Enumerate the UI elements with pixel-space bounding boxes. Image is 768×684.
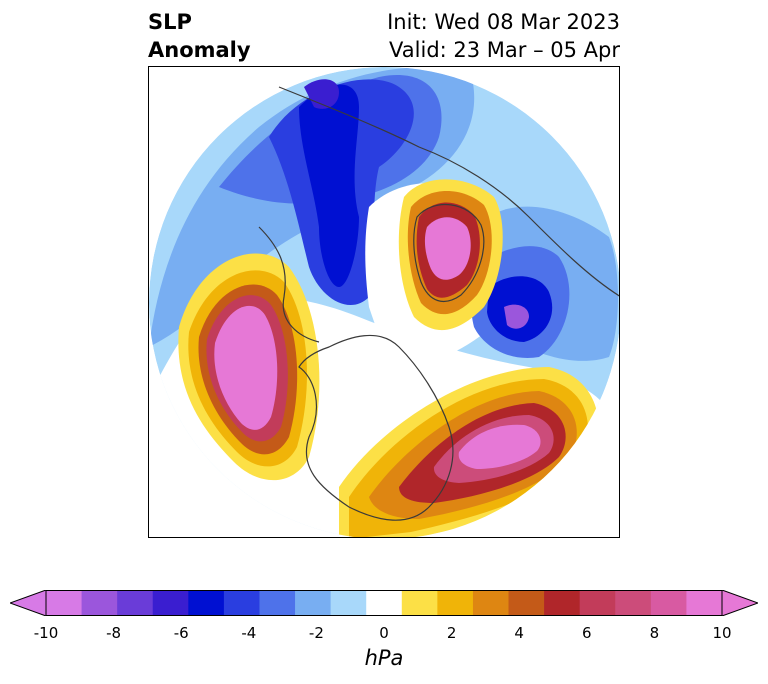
anomaly-map (148, 66, 620, 538)
colorbar-tick-label: -6 (173, 624, 189, 642)
colorbar-tick-label: -10 (33, 624, 59, 642)
title-line-2: Anomaly (148, 38, 251, 62)
red-high-greenland-core (424, 217, 471, 280)
title-line-1: SLP (148, 10, 192, 34)
coastline-greenland (413, 203, 485, 303)
colorbar-tick-label: -4 (241, 624, 257, 642)
colorbar-segment (117, 590, 154, 616)
colorbar-segment (81, 590, 118, 616)
colorbar-tick-label: -8 (106, 624, 122, 642)
coastline-north-america (298, 334, 454, 521)
colorbar-segment (223, 590, 260, 616)
colorbar-segment (686, 590, 723, 616)
colorbar-segment (46, 590, 83, 616)
red-high-atlantic-core (458, 424, 541, 469)
blue-low-siberia-center (304, 79, 339, 109)
colorbar-extend-min (10, 590, 47, 616)
colorbar-extend-max (721, 590, 758, 616)
red-high-pacific-core (214, 305, 278, 430)
colorbar (10, 590, 758, 616)
map-canvas (149, 67, 619, 537)
colorbar-segment (401, 590, 438, 616)
colorbar-segment (508, 590, 545, 616)
colorbar-segment (152, 590, 189, 616)
colorbar-segment (650, 590, 687, 616)
init-date: Init: Wed 08 Mar 2023 (387, 10, 620, 34)
colorbar-segment (295, 590, 332, 616)
colorbar-segment (544, 590, 581, 616)
colorbar-segment (366, 590, 403, 616)
colorbar-tick-label: 4 (514, 624, 524, 642)
colorbar-segment (472, 590, 510, 616)
forecast-dates: Init: Wed 08 Mar 2023 Valid: 23 Mar – 05… (387, 8, 620, 64)
colorbar-segment (330, 590, 367, 616)
colorbar-tick-label: 6 (582, 624, 592, 642)
colorbar-tick-label: -2 (308, 624, 324, 642)
colorbar-segment (437, 590, 474, 616)
colorbar-tick-label: 2 (446, 624, 457, 642)
colorbar-tick-label: 0 (379, 624, 389, 642)
colorbar-segment (259, 590, 296, 616)
blue-low-siberia-core (299, 84, 359, 287)
colorbar-border (45, 590, 723, 616)
colorbar-tick-label: 8 (649, 624, 660, 642)
valid-range: Valid: 23 Mar – 05 Apr (389, 38, 620, 62)
blue-low-atlantic-center (504, 304, 529, 329)
colorbar-segment (615, 590, 652, 616)
colorbar-segment (579, 590, 616, 616)
coastline-europe-asia (278, 86, 619, 297)
colorbar-tick-label: 10 (712, 624, 732, 642)
colorbar-segment (188, 590, 225, 616)
colorbar-unit: hPa (364, 646, 404, 670)
coastline-alaska (258, 226, 320, 343)
map-title: SLP Anomaly (148, 8, 251, 64)
